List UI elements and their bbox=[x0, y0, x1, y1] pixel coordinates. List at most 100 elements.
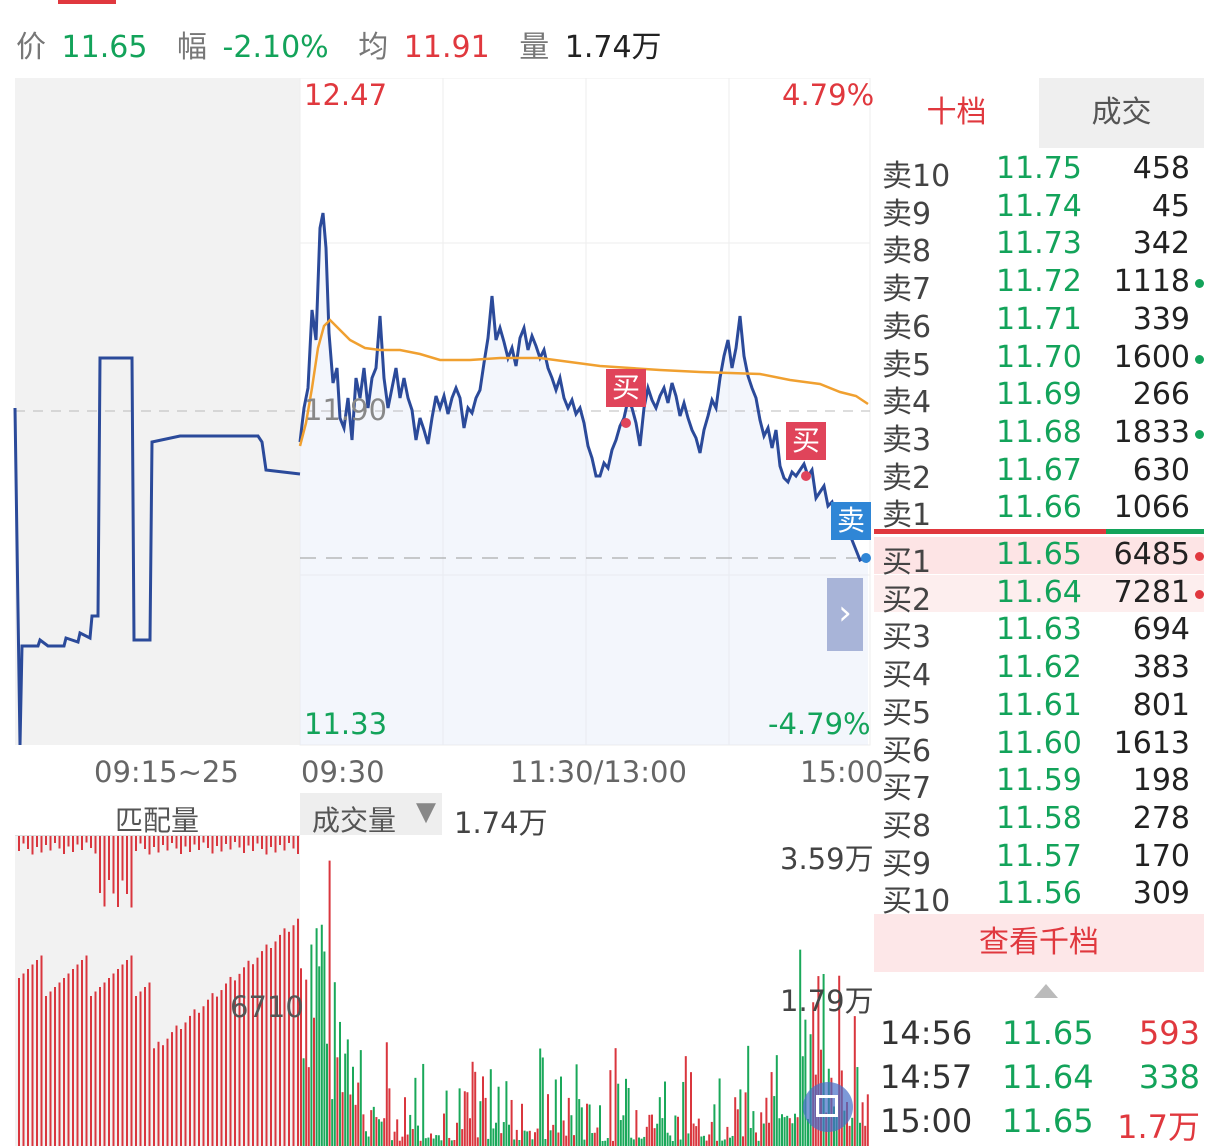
bid-level-label: 买9 bbox=[882, 846, 932, 882]
auction-volume-value: 6710 bbox=[230, 990, 304, 1024]
trade-volume: 1.7万 bbox=[1117, 1108, 1200, 1146]
fullscreen-button[interactable] bbox=[803, 1082, 853, 1132]
auction-hanging-bar bbox=[144, 836, 146, 849]
bid-price: 11.64 bbox=[996, 574, 1082, 610]
tab-trades[interactable]: 成交 bbox=[1039, 78, 1204, 148]
auction-volume-bar bbox=[225, 983, 227, 1146]
buy-marker-2[interactable]: 买 bbox=[786, 422, 826, 460]
ask-volume: 1833 bbox=[1113, 414, 1190, 450]
bid-row[interactable]: 买9 11.57 170 bbox=[874, 838, 1204, 882]
price-area-fill bbox=[300, 213, 868, 745]
bid-price: 11.56 bbox=[996, 876, 1082, 912]
volume-bar bbox=[391, 1140, 393, 1146]
volume-type-dropdown[interactable]: 成交量 ▼ bbox=[300, 793, 442, 837]
auction-hanging-bar bbox=[63, 836, 65, 854]
bid-row[interactable]: 买8 11.58 278 bbox=[874, 801, 1204, 844]
volume-bar bbox=[768, 1122, 770, 1146]
volume-bar bbox=[318, 966, 321, 1146]
bid-row[interactable]: 买5 11.61 801 bbox=[874, 688, 1204, 731]
view-thousand-levels-button[interactable]: 查看千档 bbox=[874, 914, 1204, 972]
ask-row[interactable]: 卖4 11.69 266 bbox=[874, 377, 1204, 420]
bid-row[interactable]: 买1 11.65 6485 bbox=[874, 537, 1204, 580]
next-chart-button[interactable]: › bbox=[827, 578, 863, 651]
volume-bar bbox=[775, 1055, 778, 1146]
volume-bar bbox=[640, 1138, 643, 1146]
tab-ten-levels[interactable]: 十档 bbox=[874, 78, 1039, 148]
bid-level-label: 买7 bbox=[882, 771, 932, 807]
change-dot-icon bbox=[1195, 589, 1204, 599]
expand-up-icon[interactable] bbox=[1034, 984, 1058, 998]
ask-volume: 1118 bbox=[1113, 264, 1190, 300]
bid-level-label: 买2 bbox=[882, 582, 932, 618]
bid-volume: 170 bbox=[1132, 838, 1190, 874]
trade-marker-dot bbox=[801, 471, 811, 481]
auction-hanging-bar bbox=[189, 836, 191, 852]
intraday-chart[interactable] bbox=[0, 78, 874, 1146]
buy-marker-1[interactable]: 买 bbox=[606, 369, 646, 407]
auction-volume-bar bbox=[36, 960, 38, 1146]
auction-volume-bar bbox=[162, 1045, 164, 1146]
auction-hanging-bar bbox=[238, 836, 241, 848]
auction-hanging-bar bbox=[130, 836, 133, 908]
auction-volume-bar bbox=[112, 973, 115, 1146]
auction-hanging-bar bbox=[135, 836, 137, 851]
volume-label: 量 bbox=[519, 30, 550, 65]
volume-bar bbox=[651, 1114, 653, 1146]
volume-bar bbox=[307, 1067, 310, 1146]
auction-hanging-bar bbox=[76, 836, 79, 845]
auction-hanging-bar bbox=[81, 836, 83, 850]
volume-bar bbox=[310, 944, 313, 1146]
ask-row[interactable]: 卖9 11.74 45 bbox=[874, 188, 1204, 232]
auction-volume-bar bbox=[157, 1041, 160, 1146]
volume-bar bbox=[510, 1099, 513, 1146]
auction-volume-bar bbox=[202, 1006, 205, 1146]
auction-hanging-bar bbox=[157, 836, 160, 853]
ask-row[interactable]: 卖10 11.75 458 bbox=[874, 151, 1204, 194]
volume-bar bbox=[521, 1103, 523, 1146]
auction-hanging-bar bbox=[49, 836, 52, 851]
auction-hanging-bar bbox=[94, 836, 97, 854]
bid-row[interactable]: 买10 11.56 309 bbox=[874, 876, 1204, 919]
ask-row[interactable]: 卖6 11.71 339 bbox=[874, 301, 1204, 345]
auction-price-line bbox=[13, 356, 301, 746]
volume-bar bbox=[417, 1125, 419, 1146]
ask-row[interactable]: 卖3 11.68 1833 bbox=[874, 414, 1204, 458]
ask-row[interactable]: 卖5 11.70 1600 bbox=[874, 340, 1204, 383]
auction-hanging-bar bbox=[207, 836, 209, 848]
bid-row[interactable]: 买4 11.62 383 bbox=[874, 650, 1204, 693]
ask-volume: 45 bbox=[1151, 188, 1190, 224]
trade-time: 15:00 bbox=[880, 1102, 973, 1140]
auction-hanging-bar bbox=[274, 836, 277, 853]
volume-bar bbox=[817, 976, 820, 1146]
volume-bar bbox=[567, 1097, 570, 1146]
auction-hanging-bar bbox=[193, 836, 196, 845]
volume-bar bbox=[765, 1097, 768, 1146]
volume-bar bbox=[744, 1092, 747, 1146]
volume-bar bbox=[357, 1082, 360, 1146]
bid-row[interactable]: 买7 11.59 198 bbox=[874, 763, 1204, 806]
volume-bar bbox=[606, 1138, 609, 1146]
volume-bar bbox=[570, 1115, 573, 1146]
bid-row[interactable]: 买6 11.60 1613 bbox=[874, 726, 1204, 769]
volume-bar bbox=[541, 1057, 544, 1146]
ask-volume: 339 bbox=[1132, 301, 1190, 337]
auction-volume-bar bbox=[18, 978, 20, 1146]
auction-volume-bar bbox=[288, 931, 290, 1146]
ask-row[interactable]: 卖7 11.72 1118 bbox=[874, 264, 1204, 307]
auction-hanging-bar bbox=[261, 836, 263, 849]
auction-hanging-bar bbox=[234, 836, 236, 842]
price-line bbox=[298, 212, 870, 564]
volume-bar bbox=[463, 1091, 466, 1146]
bid-row[interactable]: 买2 11.64 7281 bbox=[874, 574, 1204, 618]
ask-row[interactable]: 卖8 11.73 342 bbox=[874, 226, 1204, 269]
sell-marker[interactable]: 卖 bbox=[831, 502, 871, 540]
auction-hanging-bar bbox=[148, 836, 151, 855]
ask-row[interactable]: 卖1 11.66 1066 bbox=[874, 490, 1204, 533]
sell-marker-label: 卖 bbox=[836, 504, 865, 537]
avg-price-line bbox=[298, 318, 869, 447]
auction-hanging-bar bbox=[292, 836, 295, 849]
bid-row[interactable]: 买3 11.63 694 bbox=[874, 612, 1204, 655]
volume-bar bbox=[526, 1131, 529, 1146]
auction-hanging-bar bbox=[139, 836, 142, 844]
ask-row[interactable]: 卖2 11.67 630 bbox=[874, 453, 1204, 496]
